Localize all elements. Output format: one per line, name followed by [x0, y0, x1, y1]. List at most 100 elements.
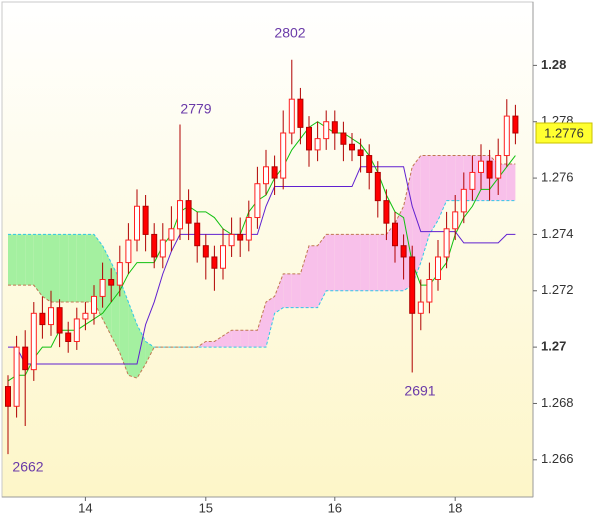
cloud-fill	[128, 302, 137, 379]
cloud-fill	[317, 234, 327, 308]
cloud-fill	[334, 234, 344, 291]
candle-body	[134, 205, 140, 241]
candle-body	[357, 149, 364, 157]
candle-body	[271, 166, 278, 179]
cloud-fill	[119, 279, 129, 376]
candle-body	[237, 233, 244, 241]
cloud-fill	[240, 330, 249, 348]
annotation: 2691	[404, 383, 435, 399]
cloud-fill	[42, 234, 51, 303]
candle-body	[99, 279, 106, 297]
candle-body	[211, 256, 218, 269]
cloud-fill	[352, 234, 361, 291]
candle-body	[22, 346, 29, 371]
cloud-fill	[231, 330, 241, 348]
last-price-box	[535, 122, 593, 144]
candle-body	[185, 200, 192, 224]
cloud-fill	[257, 302, 266, 348]
candle-body	[220, 245, 226, 269]
cloud-fill	[369, 234, 378, 291]
candle-body	[366, 155, 373, 173]
cloud-fill	[25, 234, 34, 286]
annotation: 2779	[180, 101, 211, 117]
candle-body	[168, 228, 175, 241]
candle-body	[383, 200, 390, 224]
candle-body	[392, 222, 398, 247]
y-tick-label: 1.276	[541, 170, 574, 185]
y-tick-label: 1.272	[541, 282, 574, 297]
cloud-fill	[266, 296, 275, 348]
y-tick-label: 1.27	[541, 339, 566, 354]
candle-body	[400, 245, 407, 258]
candle-body	[65, 332, 72, 342]
candle-body	[288, 98, 295, 134]
candle-body	[30, 312, 37, 371]
candle-body	[349, 143, 355, 151]
candle-body	[56, 307, 63, 334]
candle-body	[13, 346, 20, 407]
candle-body	[460, 188, 467, 213]
candle-body	[82, 312, 89, 320]
cloud-fill	[8, 234, 17, 286]
cloud-fill	[205, 341, 215, 348]
cloud-fill	[214, 335, 223, 348]
last-price-label: 1.2776	[544, 125, 584, 140]
candle-body	[486, 160, 493, 179]
cloud-fill	[309, 245, 318, 308]
cloud-fill	[59, 234, 69, 303]
y-tick-label: 1.266	[541, 451, 574, 466]
candle-body	[340, 132, 347, 145]
candle-body	[245, 217, 252, 241]
candle-body	[142, 205, 149, 235]
candle-body	[108, 279, 115, 286]
cloud-fill	[33, 234, 43, 297]
y-tick-label: 1.268	[541, 395, 574, 410]
candle-body	[443, 228, 450, 258]
cloud-fill	[223, 330, 232, 348]
candle-body	[417, 301, 424, 314]
candle-body	[435, 256, 441, 281]
candle-body	[5, 386, 11, 407]
candle-body	[297, 98, 304, 128]
candle-body	[478, 160, 484, 173]
cloud-fill	[16, 234, 26, 286]
cloud-fill	[283, 273, 292, 308]
cloud-fill	[274, 273, 284, 314]
annotation: 2802	[274, 25, 305, 41]
candle-body	[202, 245, 209, 258]
candle-body	[495, 155, 502, 179]
cloud-fill	[145, 341, 155, 365]
y-tick-label: 1.28	[541, 57, 566, 72]
cloud-fill	[343, 234, 352, 291]
candle-body	[48, 307, 54, 326]
candle-body	[263, 166, 269, 185]
cloud-fill	[102, 245, 112, 336]
x-tick-label: 15	[199, 500, 213, 515]
candle-body	[194, 222, 201, 247]
plot-layer	[5, 59, 519, 455]
candle-body	[409, 256, 416, 314]
candle-body	[323, 121, 330, 140]
candle-body	[374, 171, 381, 202]
candle-body	[452, 211, 459, 230]
candle-body	[254, 183, 261, 219]
annotation: 2662	[12, 459, 43, 475]
candle-body	[177, 200, 183, 230]
candle-body	[228, 233, 235, 247]
cloud-fill	[420, 155, 430, 263]
cloud-fill	[85, 234, 94, 303]
cloud-fill	[248, 330, 258, 348]
candle-body	[512, 115, 519, 134]
cloud-fill	[360, 234, 370, 291]
candle-body	[125, 239, 132, 264]
cloud-fill	[300, 245, 309, 308]
candle-body	[116, 262, 123, 286]
cloud-fill	[76, 234, 86, 303]
cloud-fill	[51, 234, 60, 303]
cloud-fill	[446, 155, 456, 201]
indicator-line	[8, 166, 516, 365]
candle-body	[469, 171, 476, 190]
candle-body	[426, 279, 433, 303]
cloud-fill	[506, 163, 516, 201]
cloud-fill	[68, 234, 77, 303]
